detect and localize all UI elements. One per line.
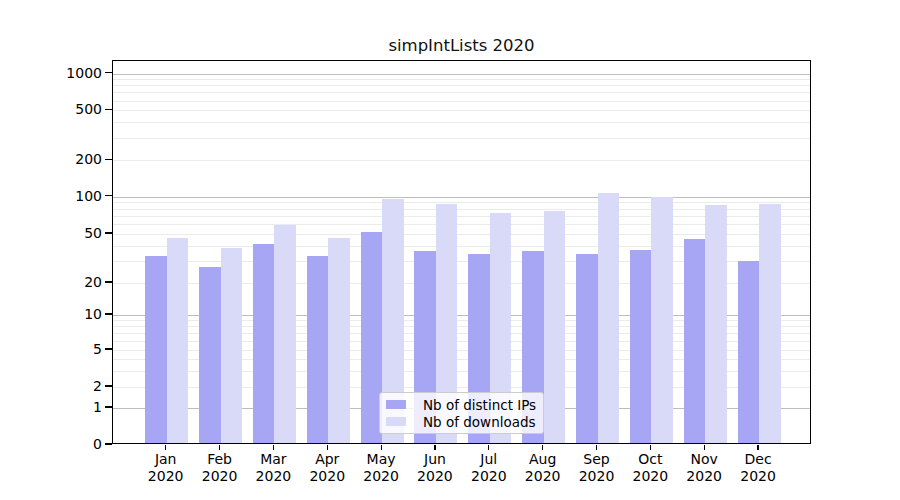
- bar-nb-of-downloads: [544, 211, 566, 443]
- y-tick: [105, 313, 112, 314]
- y-tick: [105, 232, 112, 233]
- legend-swatch-nb-of-downloads: [386, 417, 406, 426]
- gridline-minor: [113, 85, 810, 86]
- bar-nb-of-downloads: [651, 197, 673, 443]
- x-tick: [273, 445, 274, 450]
- legend: Nb of distinct IPsNb of downloads: [379, 392, 544, 434]
- x-tick: [219, 445, 220, 450]
- y-tick-label: 20: [6, 272, 102, 292]
- gridline-minor: [113, 160, 810, 161]
- y-tick-label: 2: [6, 376, 102, 396]
- gridline-minor: [113, 138, 810, 139]
- y-tick: [105, 195, 112, 196]
- y-tick-label: 500: [6, 99, 102, 119]
- bar-nb-of-downloads: [328, 238, 350, 443]
- gridline-minor: [113, 122, 810, 123]
- gridline-minor: [113, 110, 810, 111]
- plot-area: [112, 60, 811, 444]
- legend-row: Nb of downloads: [386, 413, 537, 430]
- x-tick: [704, 445, 705, 450]
- y-tick-label: 200: [6, 149, 102, 169]
- y-tick: [105, 406, 112, 407]
- gridline-minor: [113, 79, 810, 80]
- x-tick: [165, 445, 166, 450]
- y-tick: [105, 281, 112, 282]
- chart-title: simpIntLists 2020: [112, 36, 811, 55]
- y-tick-label: 1: [6, 397, 102, 417]
- bar-nb-of-distinct-ips: [684, 239, 706, 443]
- x-tick: [650, 445, 651, 450]
- y-tick: [105, 109, 112, 110]
- bar-nb-of-distinct-ips: [307, 256, 329, 443]
- gridline-minor: [113, 92, 810, 93]
- bar-nb-of-distinct-ips: [576, 254, 598, 443]
- bar-nb-of-distinct-ips: [738, 261, 760, 443]
- bar-nb-of-distinct-ips: [145, 256, 167, 443]
- bar-nb-of-downloads: [274, 225, 296, 443]
- x-tick: [757, 445, 758, 450]
- bar-nb-of-downloads: [759, 204, 781, 443]
- y-tick-label: 100: [6, 186, 102, 206]
- y-tick: [105, 159, 112, 160]
- y-tick-label: 10: [6, 304, 102, 324]
- bar-nb-of-distinct-ips: [630, 250, 652, 443]
- legend-swatch-nb-of-distinct-ips: [386, 400, 406, 409]
- y-tick: [105, 443, 112, 444]
- x-tick-label: Dec 2020: [726, 451, 790, 485]
- x-tick: [381, 445, 382, 450]
- gridline-minor: [113, 202, 810, 203]
- bar-nb-of-downloads: [705, 205, 727, 443]
- gridline-major: [113, 197, 810, 198]
- y-tick: [105, 72, 112, 73]
- x-tick: [542, 445, 543, 450]
- legend-label: Nb of downloads: [423, 414, 536, 430]
- y-tick: [105, 348, 112, 349]
- x-tick: [327, 445, 328, 450]
- legend-label: Nb of distinct IPs: [423, 397, 536, 413]
- y-tick-label: 0: [6, 434, 102, 454]
- bar-nb-of-downloads: [167, 238, 189, 443]
- legend-row: Nb of distinct IPs: [386, 396, 537, 413]
- x-tick: [434, 445, 435, 450]
- y-tick: [105, 385, 112, 386]
- figure: simpIntLists 2020 Nb of distinct IPsNb o…: [0, 0, 900, 500]
- y-tick-label: 5: [6, 339, 102, 359]
- gridline-major: [113, 74, 810, 75]
- bar-nb-of-distinct-ips: [199, 267, 221, 443]
- bar-nb-of-distinct-ips: [253, 244, 275, 443]
- y-tick-label: 50: [6, 223, 102, 243]
- y-tick-label: 1000: [6, 63, 102, 83]
- bar-nb-of-downloads: [598, 193, 620, 443]
- gridline-minor: [113, 101, 810, 102]
- bar-nb-of-downloads: [221, 248, 243, 443]
- x-tick: [488, 445, 489, 450]
- x-tick: [596, 445, 597, 450]
